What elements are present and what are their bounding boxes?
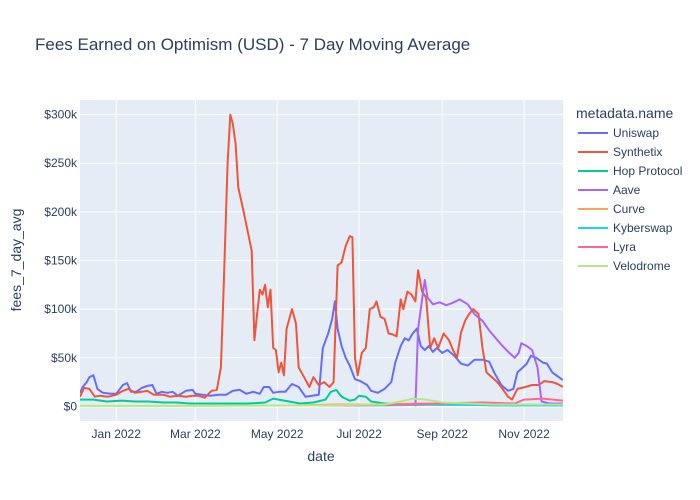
legend-label: Kyberswap [613,221,673,235]
y-tick-label: $50k [51,351,78,365]
legend-title: metadata.name [576,105,673,121]
legend-item-aave[interactable]: Aave [578,183,641,197]
x-tick-label: Jul 2022 [336,427,382,441]
y-tick-label: $250k [44,156,78,170]
series-line-aave [414,279,563,407]
x-tick-label: Nov 2022 [498,427,550,441]
series-lines [80,113,563,407]
legend-label: Uniswap [613,126,659,140]
legend-label: Curve [613,202,645,216]
legend-item-kyberswap[interactable]: Kyberswap [578,221,673,235]
chart-title: Fees Earned on Optimism (USD) - 7 Day Mo… [35,35,470,54]
x-tick-label: Jan 2022 [92,427,142,441]
y-tick-label: $200k [44,205,78,219]
legend-label: Hop Protocol [613,164,682,178]
y-tick-label: $100k [44,302,78,316]
legend-label: Velodrome [613,259,671,273]
legend-item-curve[interactable]: Curve [578,202,645,216]
series-line-uniswap [80,300,563,398]
series-line-hop-protocol [80,388,563,407]
series-line-synthetix [80,113,563,401]
legend-item-velodrome[interactable]: Velodrome [578,259,671,273]
legend-label: Lyra [613,240,636,254]
axis-ticks: $0 $50k $100k $150k $200k $250k $300k Jan 2022 M… [44,108,550,441]
x-axis-title: date [307,448,334,464]
series-line-velodrome [80,397,563,407]
x-tick-label: Sep 2022 [417,427,469,441]
legend[interactable]: Uniswap Synthetix Hop Protocol Aave Curve Kyb… [578,126,682,273]
y-tick-label: $0 [64,399,78,413]
x-tick-label: May 2022 [251,427,304,441]
legend-label: Aave [613,183,641,197]
legend-item-uniswap[interactable]: Uniswap [578,126,659,140]
y-tick-label: $300k [44,108,78,122]
y-axis-title: fees_7_day_avg [8,209,24,312]
legend-label: Synthetix [613,145,662,159]
y-tick-label: $150k [44,254,78,268]
legend-item-hop-protocol[interactable]: Hop Protocol [578,164,682,178]
legend-item-synthetix[interactable]: Synthetix [578,145,662,159]
x-tick-label: Mar 2022 [170,427,221,441]
legend-item-lyra[interactable]: Lyra [578,240,636,254]
